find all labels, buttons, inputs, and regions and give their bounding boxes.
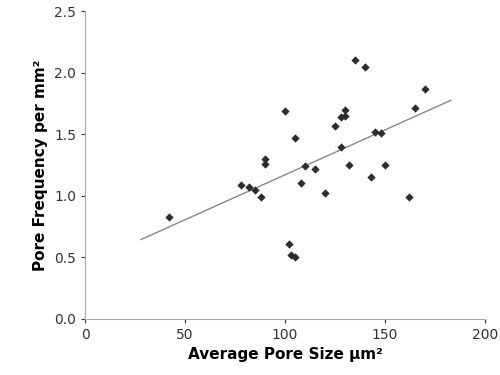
Point (261, 156, 269, 162)
Point (311, 166, 319, 172)
Y-axis label: Pore Frequency per mm²: Pore Frequency per mm² (34, 59, 48, 271)
Point (285, 241, 293, 247)
Point (301, 163, 309, 169)
Point (251, 187, 259, 193)
X-axis label: Average Pore Size μm²: Average Pore Size μm² (188, 347, 382, 362)
Point (257, 194, 265, 200)
Point (261, 161, 269, 167)
Point (297, 180, 305, 186)
Point (367, 174, 375, 180)
Point (341, 106, 349, 112)
Point (341, 113, 349, 119)
Point (411, 105, 419, 111)
Point (351, 57, 359, 63)
Point (421, 86, 429, 92)
Point (361, 64, 369, 70)
Point (165, 214, 173, 220)
Point (345, 162, 353, 168)
Point (405, 194, 413, 200)
Point (381, 162, 389, 168)
Point (331, 123, 339, 129)
Point (371, 129, 379, 135)
Point (237, 182, 245, 188)
Point (377, 130, 385, 136)
Point (321, 190, 329, 196)
Point (281, 108, 289, 114)
Point (291, 254, 299, 260)
Point (337, 114, 345, 120)
Point (291, 135, 299, 141)
Point (337, 144, 345, 150)
Point (287, 252, 295, 258)
Point (245, 184, 253, 190)
